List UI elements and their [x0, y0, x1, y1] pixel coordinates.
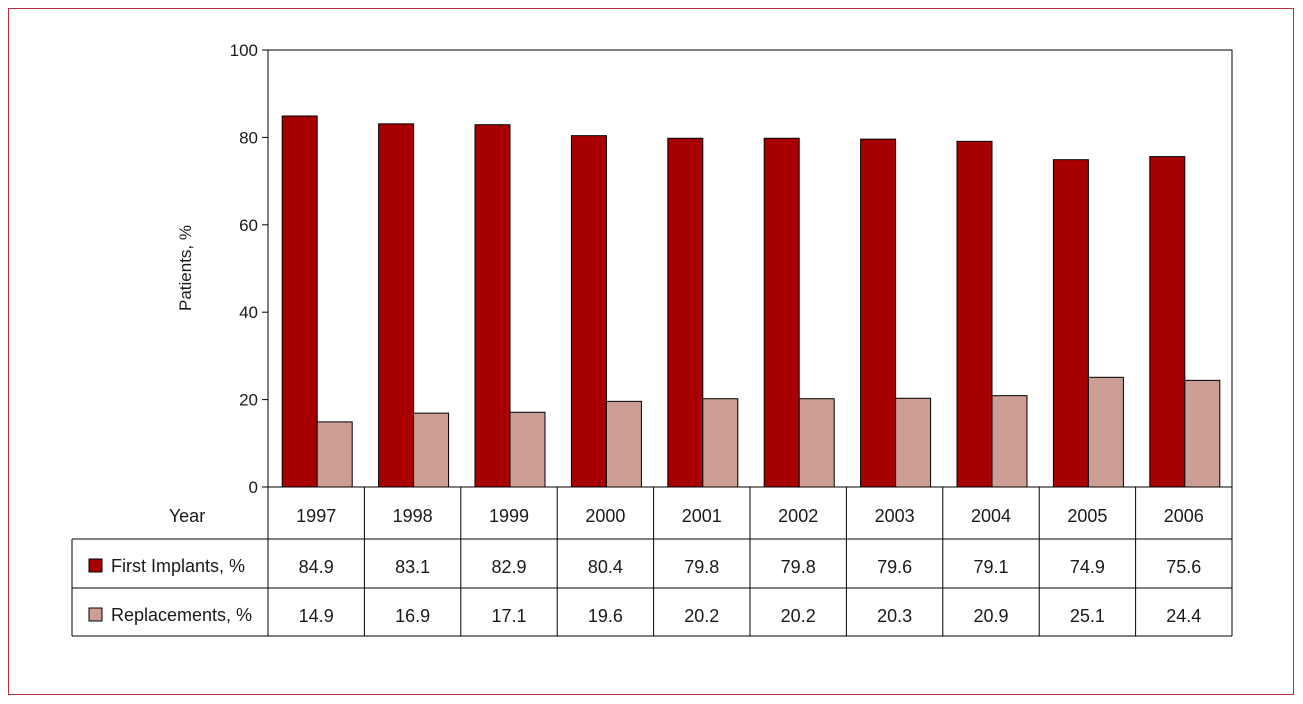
data-label: 25.1: [1070, 606, 1105, 626]
bar-first-implants: [667, 137, 704, 488]
bar-first-implants: [474, 124, 511, 488]
data-label: 20.3: [877, 606, 912, 626]
bar-replacements: [1087, 376, 1124, 488]
x-tick-label: 2004: [971, 506, 1011, 526]
bar-first-implants: [281, 115, 318, 488]
bar-first-implants: [956, 140, 993, 488]
y-axis-label: Patients, %: [176, 225, 195, 311]
y-tick-label: 20: [239, 391, 258, 410]
bar-replacements: [991, 395, 1028, 488]
bar-replacements: [316, 421, 353, 488]
x-tick-label: 1997: [296, 506, 336, 526]
y-tick-label: 0: [249, 478, 258, 497]
legend-label: Replacements, %: [111, 605, 252, 625]
legend-swatch-first-implants: [88, 558, 103, 573]
data-label: 19.6: [588, 606, 623, 626]
x-tick-label: 1998: [393, 506, 433, 526]
x-tick-label: 2000: [585, 506, 625, 526]
data-label: 82.9: [491, 557, 526, 577]
bar-first-implants: [860, 138, 897, 488]
data-label: 14.9: [299, 606, 334, 626]
bar-replacements: [509, 411, 546, 488]
bar-first-implants: [570, 135, 607, 488]
data-label: 75.6: [1166, 557, 1201, 577]
bar-first-implants: [378, 123, 415, 488]
year-header: Year: [169, 506, 205, 526]
x-tick-label: 2002: [778, 506, 818, 526]
bar-first-implants: [763, 137, 800, 488]
legend-swatch-replacements: [88, 607, 103, 622]
y-tick-label: 60: [239, 216, 258, 235]
x-tick-label: 2005: [1067, 506, 1107, 526]
data-label: 79.6: [877, 557, 912, 577]
data-label: 79.8: [781, 557, 816, 577]
x-tick-label: 1999: [489, 506, 529, 526]
data-label: 79.1: [973, 557, 1008, 577]
bar-replacements: [798, 398, 835, 488]
data-label: 20.9: [973, 606, 1008, 626]
bar-replacements: [1184, 379, 1221, 488]
data-table: 1997 1998 1999 2000 2001 2002 2003 2004 2005 2006…: [71, 487, 1233, 637]
x-tick-label: 2001: [682, 506, 722, 526]
bar-replacements: [895, 397, 932, 488]
bar-replacements: [413, 412, 450, 488]
data-label: 84.9: [299, 557, 334, 577]
data-label: 17.1: [491, 606, 526, 626]
y-tick-label: 80: [239, 128, 258, 147]
bar-first-implants: [1052, 159, 1089, 488]
data-label: 74.9: [1070, 557, 1105, 577]
data-label: 80.4: [588, 557, 623, 577]
bars: [281, 115, 1221, 488]
y-tick-label: 100: [230, 41, 258, 60]
x-tick-label: 2003: [875, 506, 915, 526]
legend-label: First Implants, %: [111, 556, 245, 576]
data-label: 16.9: [395, 606, 430, 626]
bar-replacements: [605, 400, 642, 488]
y-tick-label: 40: [239, 303, 258, 322]
data-label: 24.4: [1166, 606, 1201, 626]
chart-frame: [8, 8, 1294, 695]
bar-first-implants: [1149, 156, 1186, 488]
data-label: 20.2: [684, 606, 719, 626]
x-tick-label: 2006: [1164, 506, 1204, 526]
data-label: 83.1: [395, 557, 430, 577]
data-label: 79.8: [684, 557, 719, 577]
bar-replacements: [702, 398, 739, 488]
data-label: 20.2: [781, 606, 816, 626]
